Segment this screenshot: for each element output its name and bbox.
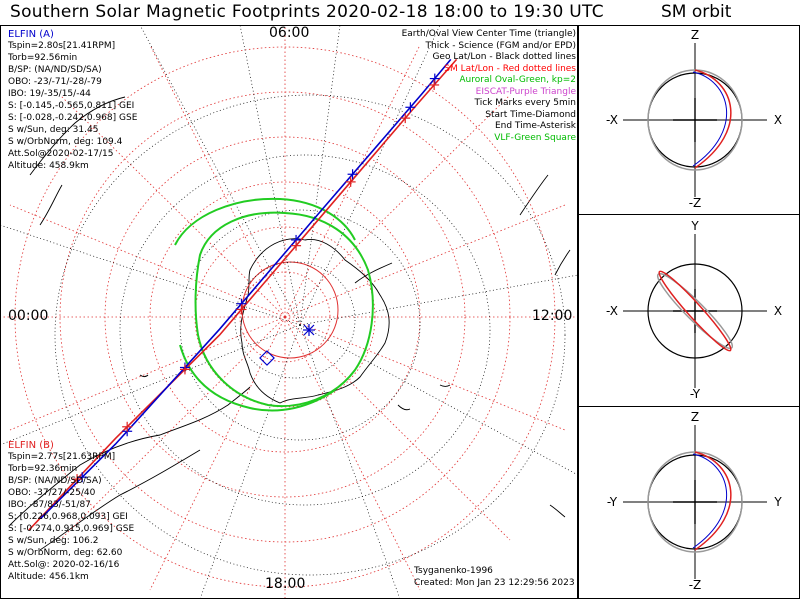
info-line: Tspin=2.80s[21.41RPM] <box>8 41 116 51</box>
orbit-gray <box>656 272 734 350</box>
elfin-a-track <box>39 58 452 520</box>
sm-panel-2: Y -Y -X X <box>606 219 782 401</box>
orbit-blue <box>692 453 728 549</box>
axis-label-left: -Y <box>607 495 618 509</box>
auroral-oval <box>174 197 374 412</box>
legend-item: SM Lat/Lon - Red dotted lines <box>444 63 576 74</box>
sm-divider-2 <box>578 406 800 407</box>
sm-panel-3: Z -Z -Y Y <box>607 410 782 592</box>
axis-label-left: -X <box>606 113 618 127</box>
start-diamond-marker <box>259 350 275 366</box>
legend-item: EISCAT-Purple Triangle <box>475 86 576 97</box>
info-line: Altitude: 456.1km <box>8 572 89 582</box>
axis-label-right: X <box>774 304 782 318</box>
info-line: IBO: -87/83/-51/87 <box>8 500 91 510</box>
label-1800: 18:00 <box>265 576 306 592</box>
info-line: S w/Sun, deg: 31.45 <box>8 125 99 135</box>
info-line: OBO: -37/27/-25/40 <box>8 488 96 498</box>
axis-label-right: Y <box>773 495 782 509</box>
orbit-blue <box>692 71 728 167</box>
axis-label-top: Y <box>690 219 699 233</box>
label-0600: 06:00 <box>269 25 310 41</box>
axis-label-bottom: -Y <box>690 387 701 401</box>
end-asterisk-marker <box>303 324 315 336</box>
legend-item: Earth/Oval View Center Time (triangle) <box>401 29 576 39</box>
legend-item: Geo Lat/Lon - Black dotted lines <box>432 52 576 62</box>
elfin-a-tick-marks <box>77 73 440 483</box>
land-outlines <box>9 96 571 551</box>
info-line: Torb=92.36min <box>8 464 78 474</box>
elfin-b-title: ELFIN (B) <box>8 440 54 451</box>
info-line: S: [0.226,0.968,0.093] GEI <box>8 512 128 522</box>
info-line: S: [-0.274,0.915,0.969] GSE <box>8 524 135 534</box>
info-line: B/SP: (NA/ND/SD/SA) <box>8 65 102 75</box>
sm-grid <box>1 26 577 598</box>
page-title: Southern Solar Magnetic Footprints 2020-… <box>10 2 604 22</box>
info-line: S w/Sun, deg: 106.2 <box>8 536 99 546</box>
info-line: S: [-0.145,-0.565,0.811] GEI <box>8 101 135 111</box>
info-line: B/SP: (NA/ND/SD/SA) <box>8 476 102 486</box>
info-line: Tspin=2.77s[21.63RPM] <box>8 452 116 462</box>
sm-orbit-title: SM orbit <box>661 2 732 22</box>
info-line: Att.Sol@: 2020-02-16/16 <box>8 560 120 570</box>
info-line: S w/OrbNorm, deg: 109.4 <box>8 137 123 147</box>
info-line: IBO: 19/-35/15/-44 <box>8 89 91 99</box>
footprint-plot <box>1 26 577 598</box>
info-line: Torb=92.56min <box>8 53 78 63</box>
geo-grid <box>1 26 577 598</box>
label-1200: 12:00 <box>532 308 573 324</box>
info-line: S: [-0.028,-0.242,0.968] GSE <box>8 113 138 123</box>
created-label: Created: Mon Jan 23 12:29:56 2023 <box>414 578 575 588</box>
elfin-a-title: ELFIN (A) <box>8 29 54 40</box>
model-label: Tsyganenko-1996 <box>414 566 493 576</box>
axis-label-top: Z <box>691 28 699 42</box>
legend-item: End Time-Asterisk <box>494 121 576 131</box>
label-0000: 00:00 <box>8 308 49 324</box>
elfin-b-tick-marks <box>72 79 440 485</box>
legend-item: Thick - Science (FGM and/or EPD) <box>425 40 576 51</box>
sm-orbit-panels: Z -Z -X X Y -Y -X X Z -Z -Y Y <box>606 28 782 592</box>
legend-item: VLF-Green Square <box>494 132 576 143</box>
info-line: S w/OrbNorm, deg: 62.60 <box>8 548 123 558</box>
orbit-red <box>694 451 732 551</box>
sm-panel-1: Z -Z -X X <box>606 28 782 210</box>
legend-item: Tick Marks every 5min <box>474 98 576 108</box>
info-line: Att.Sol@2020-02-17/15 <box>8 149 114 159</box>
elfin-b-track <box>28 58 458 531</box>
legend-item: Start Time-Diamond <box>485 109 576 120</box>
legend-item: Auroral Oval-Green, kp=2 <box>459 75 576 85</box>
sm-divider-1 <box>578 214 800 215</box>
axis-label-bottom: -Z <box>689 196 702 210</box>
info-line: OBO: -23/-71/-28/-79 <box>8 77 102 87</box>
footprint-plot-frame <box>0 25 578 599</box>
axis-label-right: X <box>774 113 782 127</box>
axis-label-bottom: -Z <box>689 578 702 592</box>
axis-label-top: Z <box>691 410 699 424</box>
info-line: Altitude: 458.9km <box>8 161 89 171</box>
orbit-red <box>658 270 732 352</box>
orbit-red <box>694 69 732 169</box>
axis-label-left: -X <box>606 304 618 318</box>
